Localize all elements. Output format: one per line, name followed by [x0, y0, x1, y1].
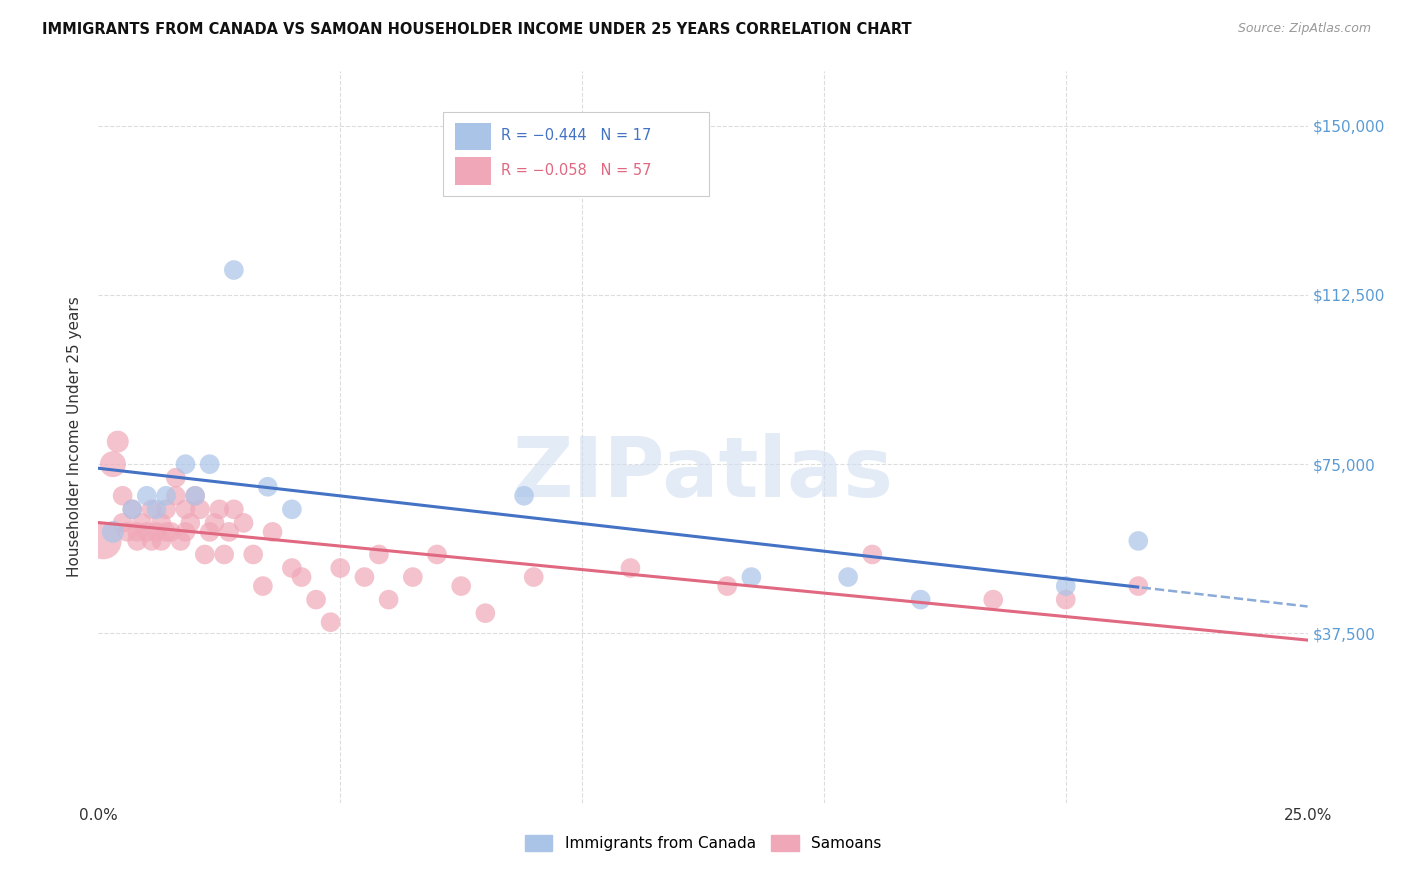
Text: ZIPatlas: ZIPatlas [513, 434, 893, 514]
Point [1054, 579, 1077, 593]
Point [145, 502, 167, 516]
Point [305, 592, 328, 607]
Point [252, 579, 274, 593]
Point [141, 533, 163, 548]
Point [208, 502, 231, 516]
Point [198, 524, 221, 539]
Point [837, 570, 859, 584]
Point [101, 524, 124, 539]
Point [513, 489, 536, 503]
Point [194, 548, 217, 562]
Point [160, 524, 183, 539]
Point [165, 489, 187, 503]
Point [198, 457, 221, 471]
Point [319, 615, 342, 630]
Point [111, 489, 134, 503]
Point [1128, 579, 1150, 593]
Point [150, 533, 173, 548]
Point [242, 548, 264, 562]
Point [204, 516, 226, 530]
Point [184, 489, 207, 503]
Point [155, 489, 177, 503]
Point [188, 502, 211, 516]
Point [290, 570, 312, 584]
Point [179, 516, 201, 530]
Point [121, 502, 143, 516]
Point [127, 533, 149, 548]
Point [135, 489, 157, 503]
Point [150, 516, 173, 530]
Point [155, 524, 177, 539]
Point [281, 502, 304, 516]
Text: IMMIGRANTS FROM CANADA VS SAMOAN HOUSEHOLDER INCOME UNDER 25 YEARS CORRELATION C: IMMIGRANTS FROM CANADA VS SAMOAN HOUSEHO… [42, 22, 912, 37]
Point [450, 579, 472, 593]
Point [222, 502, 245, 516]
Point [619, 561, 641, 575]
Point [377, 592, 399, 607]
Point [910, 592, 932, 607]
Point [523, 570, 546, 584]
Point [165, 471, 187, 485]
Point [111, 516, 134, 530]
Point [141, 502, 163, 516]
Point [107, 434, 129, 449]
Point [329, 561, 352, 575]
Point [174, 457, 197, 471]
Point [353, 570, 375, 584]
Point [174, 524, 197, 539]
Point [402, 570, 425, 584]
Point [91, 533, 114, 548]
Text: R = −0.444   N = 17: R = −0.444 N = 17 [501, 128, 651, 144]
Point [426, 548, 449, 562]
Point [135, 524, 157, 539]
Point [117, 524, 139, 539]
Point [169, 533, 191, 548]
Point [474, 606, 496, 620]
FancyBboxPatch shape [456, 157, 492, 185]
Point [145, 524, 167, 539]
Point [121, 502, 143, 516]
Point [131, 516, 153, 530]
Point [127, 524, 149, 539]
Point [716, 579, 738, 593]
Legend: Immigrants from Canada, Samoans: Immigrants from Canada, Samoans [519, 830, 887, 857]
FancyBboxPatch shape [443, 112, 709, 195]
Point [1128, 533, 1150, 548]
Point [368, 548, 391, 562]
Point [860, 548, 883, 562]
Point [184, 489, 207, 503]
Y-axis label: Householder Income Under 25 years: Householder Income Under 25 years [67, 297, 83, 577]
Point [281, 561, 304, 575]
Point [981, 592, 1004, 607]
Point [262, 524, 284, 539]
Point [101, 457, 124, 471]
Point [174, 502, 197, 516]
Point [740, 570, 762, 584]
Point [256, 480, 278, 494]
Text: Source: ZipAtlas.com: Source: ZipAtlas.com [1237, 22, 1371, 36]
FancyBboxPatch shape [456, 122, 492, 151]
Point [1054, 592, 1077, 607]
Point [218, 524, 240, 539]
Point [155, 502, 177, 516]
Point [232, 516, 254, 530]
Text: R = −0.058   N = 57: R = −0.058 N = 57 [501, 162, 651, 178]
Point [212, 548, 235, 562]
Point [222, 263, 245, 277]
